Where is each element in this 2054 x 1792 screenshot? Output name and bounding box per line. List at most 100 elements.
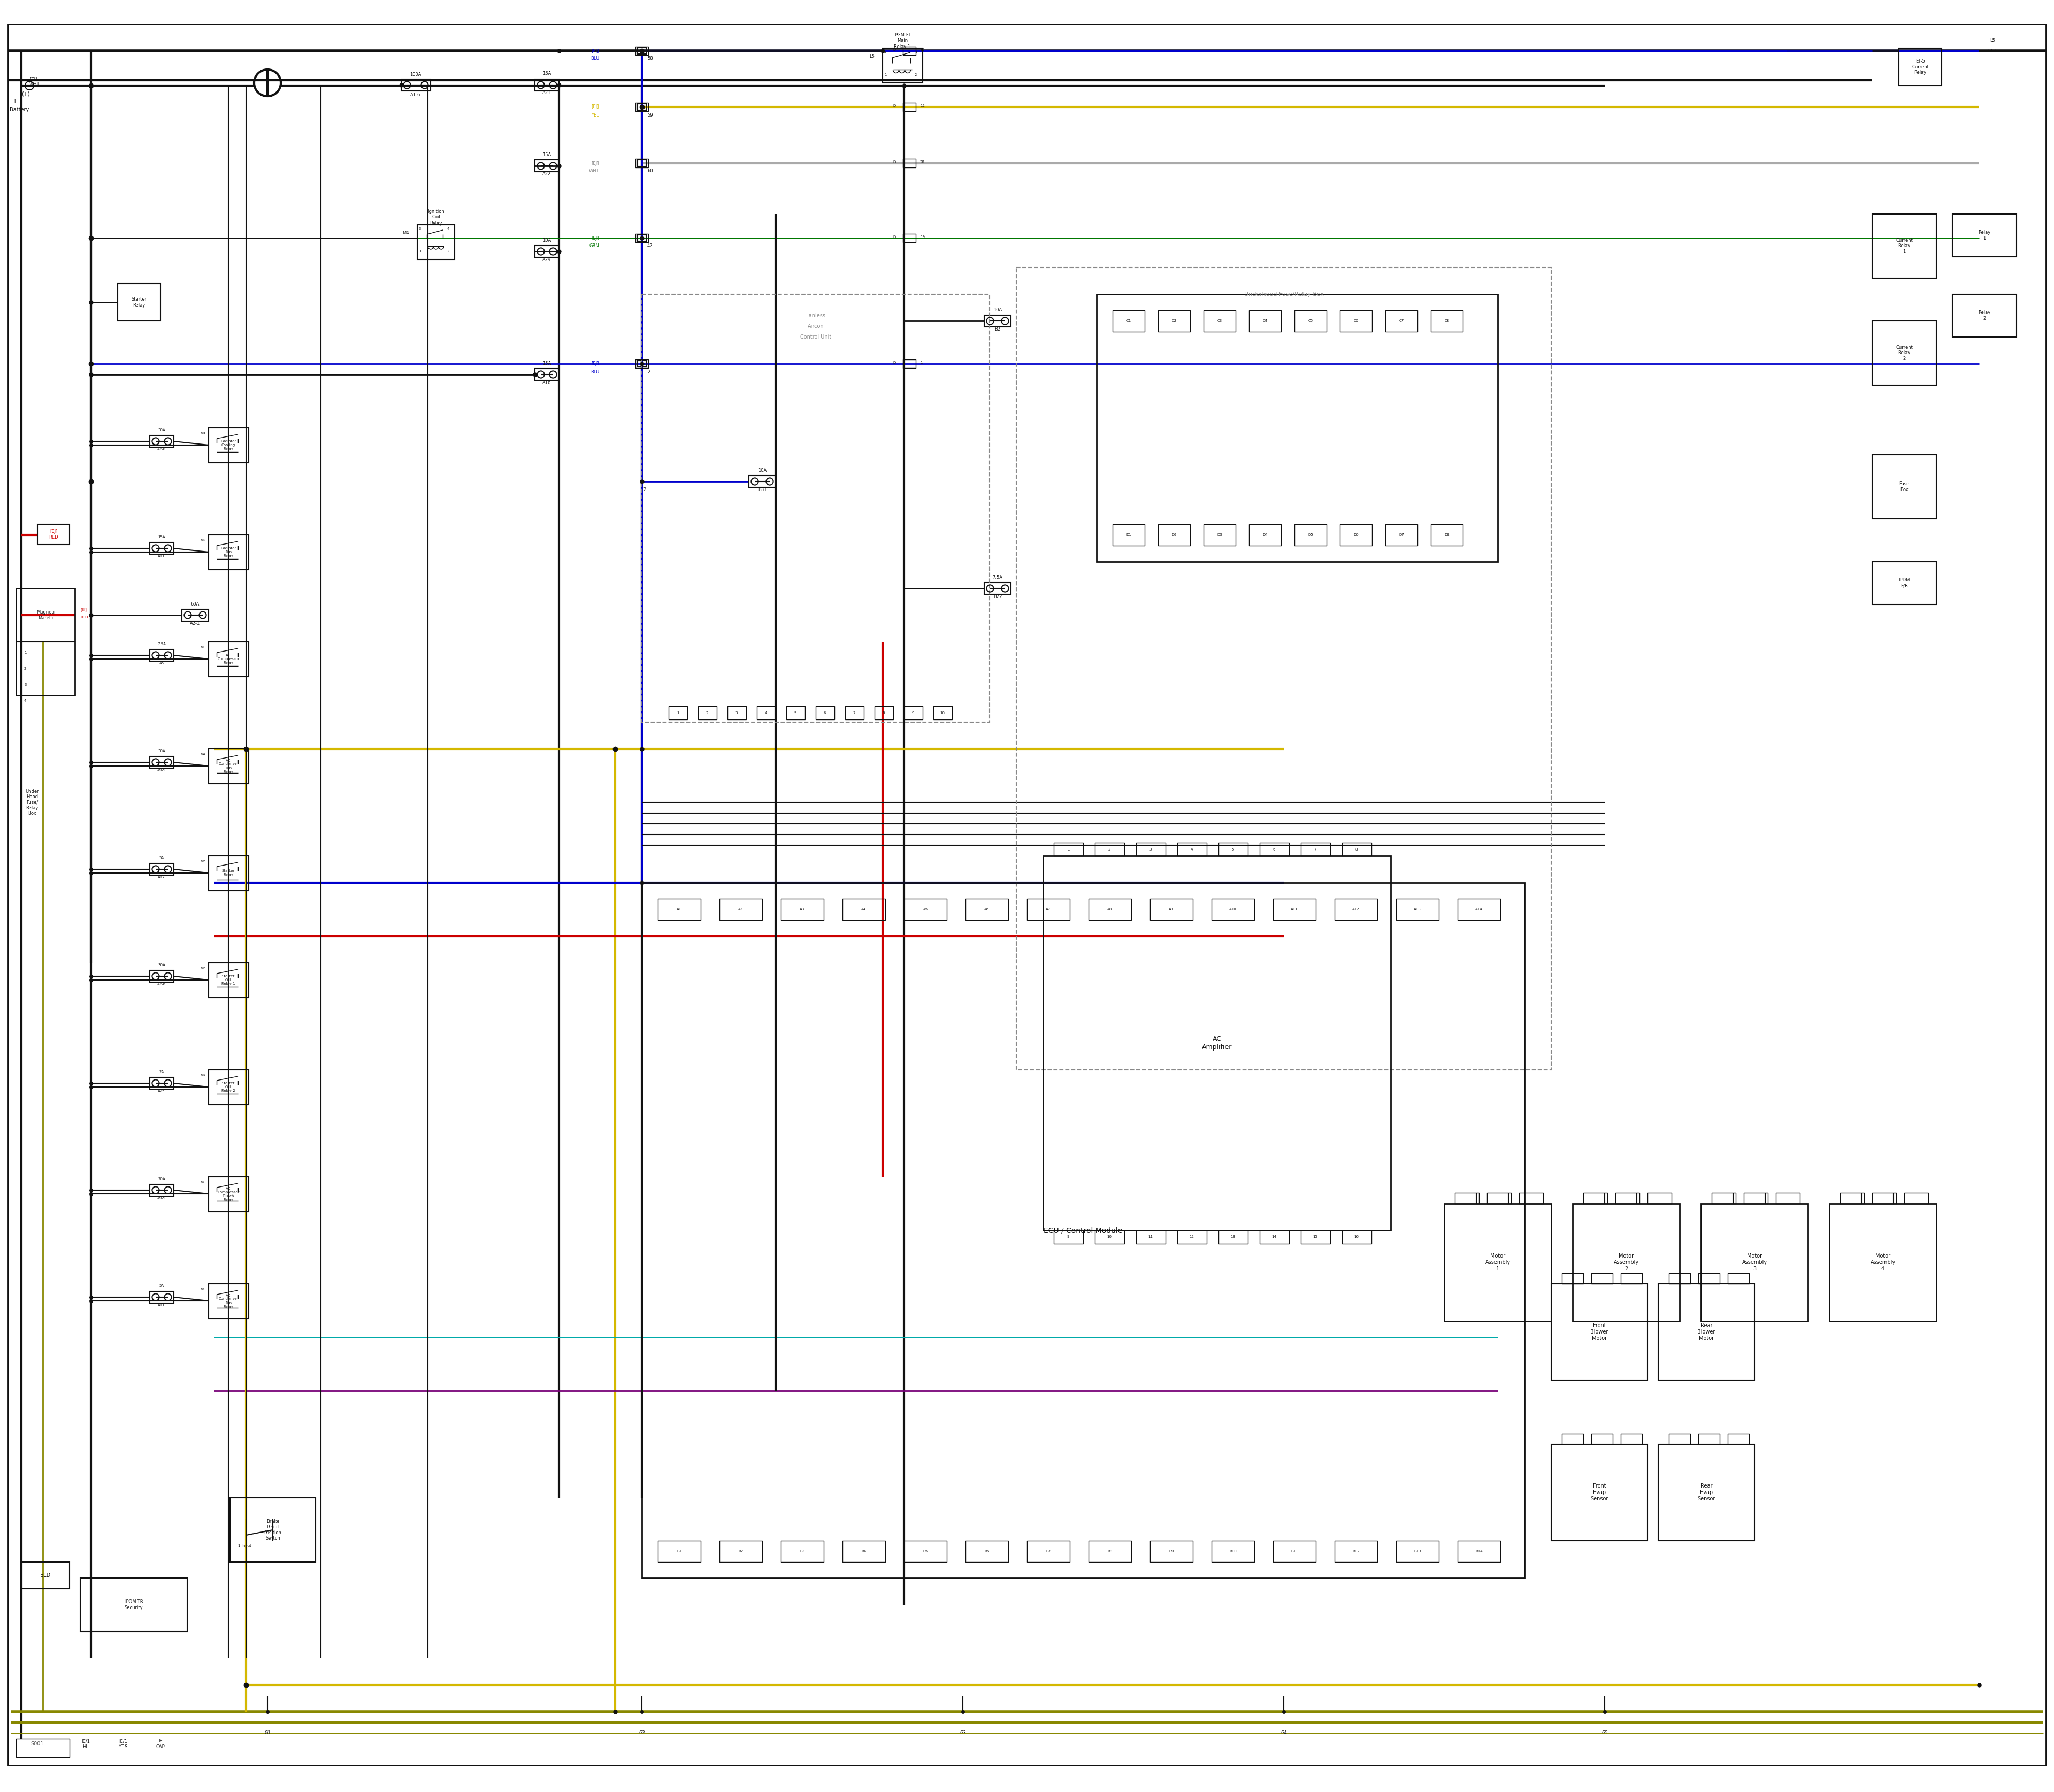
Text: Current
Relay
2: Current Relay 2 [1896,346,1912,360]
Bar [904,102,916,111]
Text: [EI]: [EI] [29,77,37,82]
Bar [719,1541,762,1563]
Bar [1551,1444,1647,1541]
Text: A2-1: A2-1 [191,620,201,625]
Bar [904,47,916,56]
Text: PGM-FI: PGM-FI [896,32,910,38]
Bar [1551,1283,1647,1380]
Bar [875,706,893,719]
Text: G3: G3 [959,1731,965,1736]
Bar [1150,898,1193,919]
Text: 3: 3 [419,228,421,231]
Bar [1097,294,1497,561]
Text: D5: D5 [1308,534,1313,536]
Text: 20A: 20A [158,1177,164,1181]
Bar [210,749,249,783]
Text: A17: A17 [158,876,164,878]
Bar [904,898,947,919]
Bar [1953,213,2017,256]
Bar [1204,525,1237,545]
Bar [534,369,559,380]
Text: D: D [893,360,896,364]
Bar [641,883,1524,1579]
Text: 10: 10 [1107,1235,1111,1238]
Text: 30A: 30A [158,749,164,753]
Text: M4: M4 [403,231,409,235]
Bar [933,706,953,719]
Bar [1584,1193,1608,1204]
Text: 28: 28 [920,161,924,163]
Text: Front
Blower
Motor: Front Blower Motor [1590,1322,1608,1340]
Bar [1339,310,1372,332]
Bar [150,864,175,874]
Text: 3: 3 [1150,848,1152,851]
Bar [1158,525,1189,545]
Text: D6: D6 [1354,534,1358,536]
Text: 7: 7 [852,711,854,715]
Text: RED: RED [80,616,88,618]
Bar [80,1579,187,1631]
Text: M8: M8 [201,1181,205,1185]
Text: 6: 6 [1273,848,1276,851]
Text: GRN: GRN [589,244,600,249]
Text: A11: A11 [1290,909,1298,910]
Text: A11: A11 [158,556,164,557]
Text: 14: 14 [1271,1235,1276,1238]
Text: C8: C8 [1444,319,1450,323]
Text: A11: A11 [158,1303,164,1306]
Bar [401,79,431,91]
Bar [637,235,647,242]
Bar [150,543,175,554]
Bar [1335,898,1378,919]
Text: A5: A5 [922,909,928,910]
Text: 15A: 15A [158,536,164,539]
Text: 10: 10 [941,711,945,715]
Text: Radiator
Cooling
Relay: Radiator Cooling Relay [220,439,236,450]
Text: B14: B14 [1475,1550,1483,1554]
Bar [150,435,175,448]
Bar [210,428,249,462]
Text: Starter
Cut
Relay 1: Starter Cut Relay 1 [222,975,236,986]
Bar [904,233,916,242]
Bar [1017,267,1551,1070]
Text: B6: B6 [984,1550,990,1554]
Bar [1573,1204,1680,1321]
Text: 2: 2 [647,369,649,375]
Bar [1095,842,1124,857]
Bar [1113,525,1144,545]
Text: [EJ]
RED: [EJ] RED [49,529,58,539]
Text: 1: 1 [14,99,16,104]
Bar [750,475,776,487]
Bar [1089,1541,1132,1563]
Text: A9: A9 [1169,909,1175,910]
Text: 7.5A: 7.5A [992,575,1002,579]
Bar [1711,1193,1736,1204]
Bar [1341,842,1372,857]
Text: 1: 1 [676,711,680,715]
Text: 100A: 100A [411,72,421,77]
Text: Starter
Relay: Starter Relay [222,869,234,876]
Text: B13: B13 [1413,1550,1421,1554]
Bar [844,706,865,719]
Text: A2: A2 [737,909,744,910]
Bar [16,1738,70,1758]
Bar [1158,310,1189,332]
Bar [883,48,922,82]
Text: A7: A7 [1045,909,1052,910]
Text: A22: A22 [542,172,550,176]
Bar [1658,1283,1754,1380]
Bar [965,1541,1009,1563]
Bar [1904,1193,1929,1204]
Text: AC
Compressor
Relay: AC Compressor Relay [218,654,240,665]
Text: L5: L5 [869,54,875,59]
Bar [1658,1444,1754,1541]
Bar [1871,213,1937,278]
Bar [1701,1204,1808,1321]
Bar [1212,1541,1255,1563]
Text: AC
Condenser
Fan
Relay: AC Condenser Fan Relay [218,1294,238,1308]
Bar [635,159,649,167]
Text: B31: B31 [758,487,766,491]
Bar [1273,1541,1317,1563]
Bar [904,360,916,367]
Bar [1744,1193,1768,1204]
